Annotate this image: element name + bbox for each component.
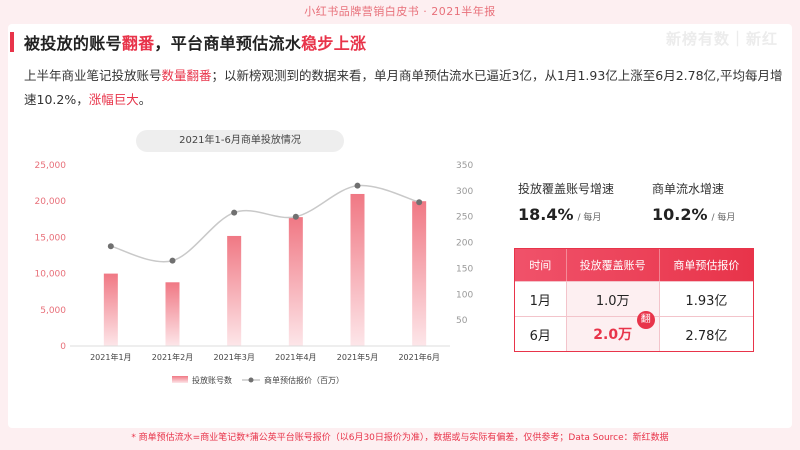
table-header-cell: 时间 bbox=[515, 249, 567, 281]
intro-s1: 上半年商业笔记投放账号 bbox=[24, 68, 162, 83]
y-tick-label-right: 250 bbox=[456, 213, 473, 223]
title-accent-bar bbox=[10, 32, 14, 52]
table-row: 6月 2.0万 翻 2.78亿 bbox=[515, 311, 753, 351]
line-point bbox=[169, 257, 176, 264]
y-tick-label-left: 5,000 bbox=[40, 306, 66, 316]
x-axis: 2021年1月 2021年2月 2021年3月 2021年4月 2021年5月 2021年… bbox=[70, 345, 450, 362]
accounts-value: 1.0万 bbox=[595, 293, 630, 309]
y-tick-label-left: 10,000 bbox=[35, 270, 67, 280]
stat-value: 18.4% / 每月 bbox=[518, 205, 614, 224]
stat-value-unit: / 每月 bbox=[577, 213, 602, 223]
y-tick-label-right: 350 bbox=[456, 161, 473, 171]
title-part2: 翻番 bbox=[121, 34, 155, 53]
page-title-row: 被投放的账号翻番，平台商单预估流水稳步上涨 bbox=[10, 30, 366, 54]
x-tick-label: 2021年2月 bbox=[152, 352, 193, 362]
bar bbox=[165, 282, 180, 346]
y-tick-label-left: 15,000 bbox=[35, 233, 67, 243]
stat-value: 10.2% / 每月 bbox=[652, 205, 735, 224]
bar bbox=[412, 201, 427, 346]
intro-s5: 。 bbox=[138, 92, 152, 107]
right-axis: 50 100 150 200 250 300 350 bbox=[456, 161, 473, 326]
header-banner: 小红书品牌营销白皮书 · 2021半年报 bbox=[0, 0, 800, 24]
stat-accounts-growth: 投放覆盖账号增速 18.4% / 每月 bbox=[518, 180, 614, 224]
x-tick-label: 2021年4月 bbox=[275, 352, 316, 362]
y-tick-label-right: 50 bbox=[456, 316, 468, 326]
intro-s4: 涨幅巨大 bbox=[88, 92, 139, 107]
header-banner-text: 小红书品牌营销白皮书 · 2021半年报 bbox=[304, 5, 496, 18]
line-point bbox=[107, 243, 114, 250]
chart-title: 2021年1-6月商单投放情况 bbox=[136, 130, 344, 152]
table-cell-month: 1月 bbox=[515, 282, 567, 316]
bar bbox=[288, 217, 303, 346]
y-tick-label-right: 100 bbox=[456, 290, 473, 300]
bar bbox=[227, 235, 242, 346]
comparison-table: 时间 投放覆盖账号 商单预估报价 1月 1.0万 1.93亿 6月 2.0万 翻… bbox=[514, 248, 754, 352]
intro-paragraph: 上半年商业笔记投放账号数量翻番；以新榜观测到的数据来看，单月商单预估流水已逼近3… bbox=[24, 64, 784, 112]
x-tick-label: 2021年1月 bbox=[90, 352, 131, 362]
combo-chart: 0 5,000 10,000 15,000 20,000 25,000 50 100 150 2… bbox=[35, 161, 474, 385]
title-part4: 稳步上涨 bbox=[301, 34, 367, 53]
page-title: 被投放的账号翻番，平台商单预估流水稳步上涨 bbox=[24, 30, 366, 54]
chart-legend: 投放账号数 商单预估报价（百万） bbox=[172, 375, 344, 385]
intro-s2: 数量翻番 bbox=[161, 68, 212, 83]
left-axis: 0 5,000 10,000 15,000 20,000 25,000 bbox=[35, 161, 67, 352]
legend-line-label: 商单预估报价（百万） bbox=[264, 375, 344, 385]
line-point bbox=[231, 209, 238, 216]
bar bbox=[350, 193, 365, 346]
y-tick-label-left: 20,000 bbox=[35, 197, 67, 207]
content-card bbox=[8, 24, 792, 428]
line-path bbox=[110, 184, 420, 263]
y-tick-label-right: 200 bbox=[456, 239, 473, 249]
bar bbox=[103, 273, 118, 346]
legend-bar-label: 投放账号数 bbox=[192, 375, 232, 385]
table-cell-month: 6月 bbox=[515, 317, 567, 351]
title-part1: 被投放的账号 bbox=[24, 34, 122, 53]
stat-value-unit: / 每月 bbox=[711, 213, 736, 223]
x-tick-label: 2021年6月 bbox=[398, 352, 439, 362]
line-point bbox=[416, 199, 423, 206]
line-series bbox=[107, 182, 423, 264]
legend-line-marker bbox=[248, 377, 254, 383]
stat-label: 商单流水增速 bbox=[652, 182, 725, 196]
line-point bbox=[354, 182, 361, 189]
legend-bar-swatch bbox=[172, 376, 188, 383]
stat-value-number: 18.4% bbox=[518, 205, 574, 224]
double-badge: 翻 bbox=[636, 311, 655, 329]
x-tick-label: 2021年3月 bbox=[213, 352, 254, 362]
table-cell-accounts: 2.0万 翻 bbox=[566, 311, 660, 351]
table-header-cell: 投放覆盖账号 bbox=[567, 249, 660, 281]
intro-s3: ；以新榜观测到的数据来看，单月商单预估流水已逼近3亿，从1月1.93亿上涨至6月… bbox=[24, 68, 783, 107]
y-tick-label-left: 25,000 bbox=[35, 161, 67, 171]
table-cell-price: 1.93亿 bbox=[685, 293, 728, 309]
table-cell-accounts: 1.0万 bbox=[566, 282, 660, 316]
x-tick-label: 2021年5月 bbox=[337, 352, 378, 362]
watermark-logo: 新榜有数｜新红 bbox=[665, 30, 778, 48]
table-cell-price: 2.78亿 bbox=[685, 328, 728, 344]
title-part3: ，平台商单预估流水 bbox=[154, 34, 302, 53]
stat-revenue-growth: 商单流水增速 10.2% / 每月 bbox=[652, 180, 735, 224]
stat-label: 投放覆盖账号增速 bbox=[518, 182, 615, 196]
y-tick-label-right: 150 bbox=[456, 264, 473, 274]
stat-value-number: 10.2% bbox=[652, 205, 708, 224]
y-tick-label-left: 0 bbox=[60, 342, 66, 352]
table-row: 1月 1.0万 1.93亿 bbox=[515, 281, 753, 316]
footnote: * 商单预估流水=商业笔记数*蒲公英平台账号报价（以6月30日报价为准），数据或… bbox=[131, 433, 669, 443]
y-tick-label-right: 300 bbox=[456, 187, 473, 197]
table-header-cell: 商单预估报价 bbox=[673, 259, 740, 272]
table-header-row: 时间 投放覆盖账号 商单预估报价 bbox=[515, 249, 753, 281]
accounts-value: 2.0万 bbox=[593, 327, 633, 343]
line-point bbox=[292, 213, 299, 220]
bar-series bbox=[103, 193, 427, 346]
